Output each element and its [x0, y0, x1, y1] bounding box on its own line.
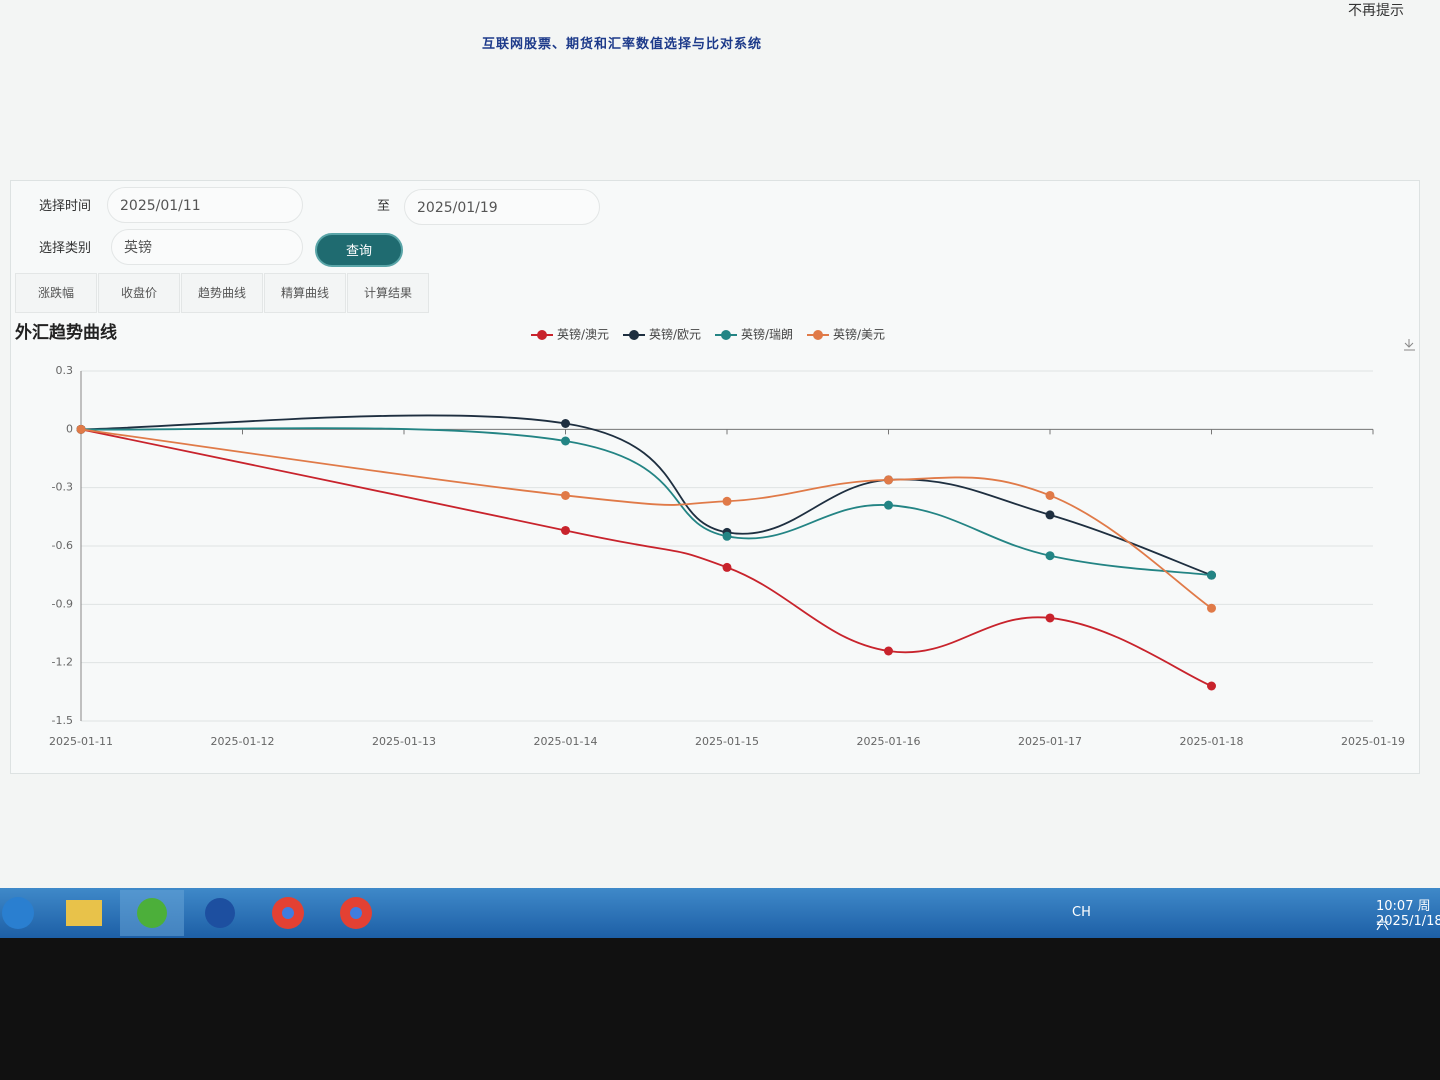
category-label: 选择类别 — [39, 241, 92, 256]
data-point — [1045, 490, 1055, 500]
series-line — [80, 414, 1212, 577]
language[interactable]: CH — [1072, 905, 1091, 920]
y-tick-label: 0.3 — [56, 364, 74, 377]
x-tick-label: 2025-01-11 — [49, 735, 113, 748]
y-tick-label: -1.2 — [52, 656, 73, 669]
x-tick-label: 2025-01-15 — [695, 735, 759, 748]
legend-dot — [813, 330, 823, 340]
clock-date[interactable]: 2025/1/18 — [1376, 914, 1440, 929]
data-point — [76, 424, 86, 434]
legend-label: 英镑/澳元 — [557, 327, 609, 342]
folder-icon[interactable] — [66, 900, 102, 926]
data-point — [561, 419, 570, 428]
y-tick-label: 0 — [66, 422, 73, 435]
y-tick-label: -0.6 — [52, 539, 73, 552]
series-line — [80, 428, 1213, 609]
tabs: 涨跌幅 收盘价 趋势曲线 精算曲线 计算结果 — [15, 273, 430, 313]
legend-dot — [537, 330, 547, 340]
y-tick-label: -0.9 — [52, 597, 73, 610]
tab[interactable]: 涨跌幅 — [15, 273, 97, 313]
panel: 选择时间 2025/01/11 至 2025/01/19 选择类别 英镑 查询 … — [10, 180, 1420, 774]
taskbar: CH 10:07 周六 2025/1/18 — [0, 888, 1440, 938]
start-button[interactable] — [2, 897, 34, 929]
start-date[interactable]: 2025/01/11 — [107, 187, 303, 223]
to-label: 至 — [377, 199, 391, 214]
taskbar-icons — [2, 890, 372, 936]
data-point — [561, 525, 570, 535]
flash-icon[interactable] — [205, 898, 235, 928]
tab[interactable]: 计算结果 — [347, 273, 429, 313]
end-date[interactable]: 2025/01/19 — [404, 189, 600, 225]
ie-icon[interactable] — [137, 898, 167, 928]
chrome-center — [282, 907, 294, 919]
tab[interactable]: 收盘价 — [98, 273, 180, 313]
chrome-center — [350, 907, 362, 919]
notice[interactable]: 不再提示 — [1348, 3, 1404, 19]
y-tick-label: -0.3 — [52, 481, 73, 494]
x-tick-label: 2025-01-12 — [211, 735, 275, 748]
x-tick-label: 2025-01-16 — [857, 735, 921, 748]
legend-label: 英镑/欧元 — [649, 327, 701, 342]
screen-bezel — [0, 938, 1440, 1080]
time-label: 选择时间 — [39, 199, 92, 214]
query-button[interactable]: 查询 — [315, 233, 403, 267]
legend-label: 英镑/瑞朗 — [741, 327, 793, 342]
x-tick-label: 2025-01-13 — [372, 735, 436, 748]
x-tick-label: 2025-01-19 — [1341, 735, 1405, 748]
data-point — [1207, 570, 1216, 580]
data-point — [1045, 510, 1055, 520]
data-point — [1045, 551, 1055, 561]
data-point — [722, 531, 732, 541]
category-select[interactable]: 英镑 — [111, 229, 303, 265]
legend-dot — [629, 330, 639, 340]
x-tick-label: 2025-01-14 — [534, 735, 598, 748]
legend-dot — [721, 330, 731, 340]
download-icon[interactable] — [1404, 339, 1415, 351]
data-point — [884, 500, 893, 510]
data-point — [561, 490, 570, 500]
data-point — [1045, 613, 1055, 623]
x-tick-label: 2025-01-18 — [1180, 735, 1244, 748]
data-point — [884, 646, 893, 656]
series-line — [80, 428, 1212, 687]
tab[interactable]: 趋势曲线 — [181, 273, 263, 313]
data-point — [1207, 681, 1216, 691]
clock-time[interactable]: 10:07 周六 — [1376, 899, 1431, 933]
legend-label: 英镑/美元 — [833, 327, 885, 342]
page-title: 互联网股票、期货和汇率数值选择与比对系统 — [481, 37, 762, 52]
data-point — [722, 496, 732, 506]
data-point — [1207, 603, 1216, 613]
series-line — [80, 427, 1212, 577]
data-point — [722, 562, 732, 572]
chart: 外汇趋势曲线 -1.5 -1.2 -0.9 -0.6 -0.3 0 0.3 2025-01-1… — [15, 322, 1415, 748]
y-tick-label: -1.5 — [52, 714, 73, 727]
tab[interactable]: 精算曲线 — [264, 273, 346, 313]
chart-title: 外汇趋势曲线 — [15, 322, 117, 343]
data-point — [884, 475, 893, 485]
x-tick-label: 2025-01-17 — [1018, 735, 1082, 748]
data-point — [561, 436, 570, 446]
